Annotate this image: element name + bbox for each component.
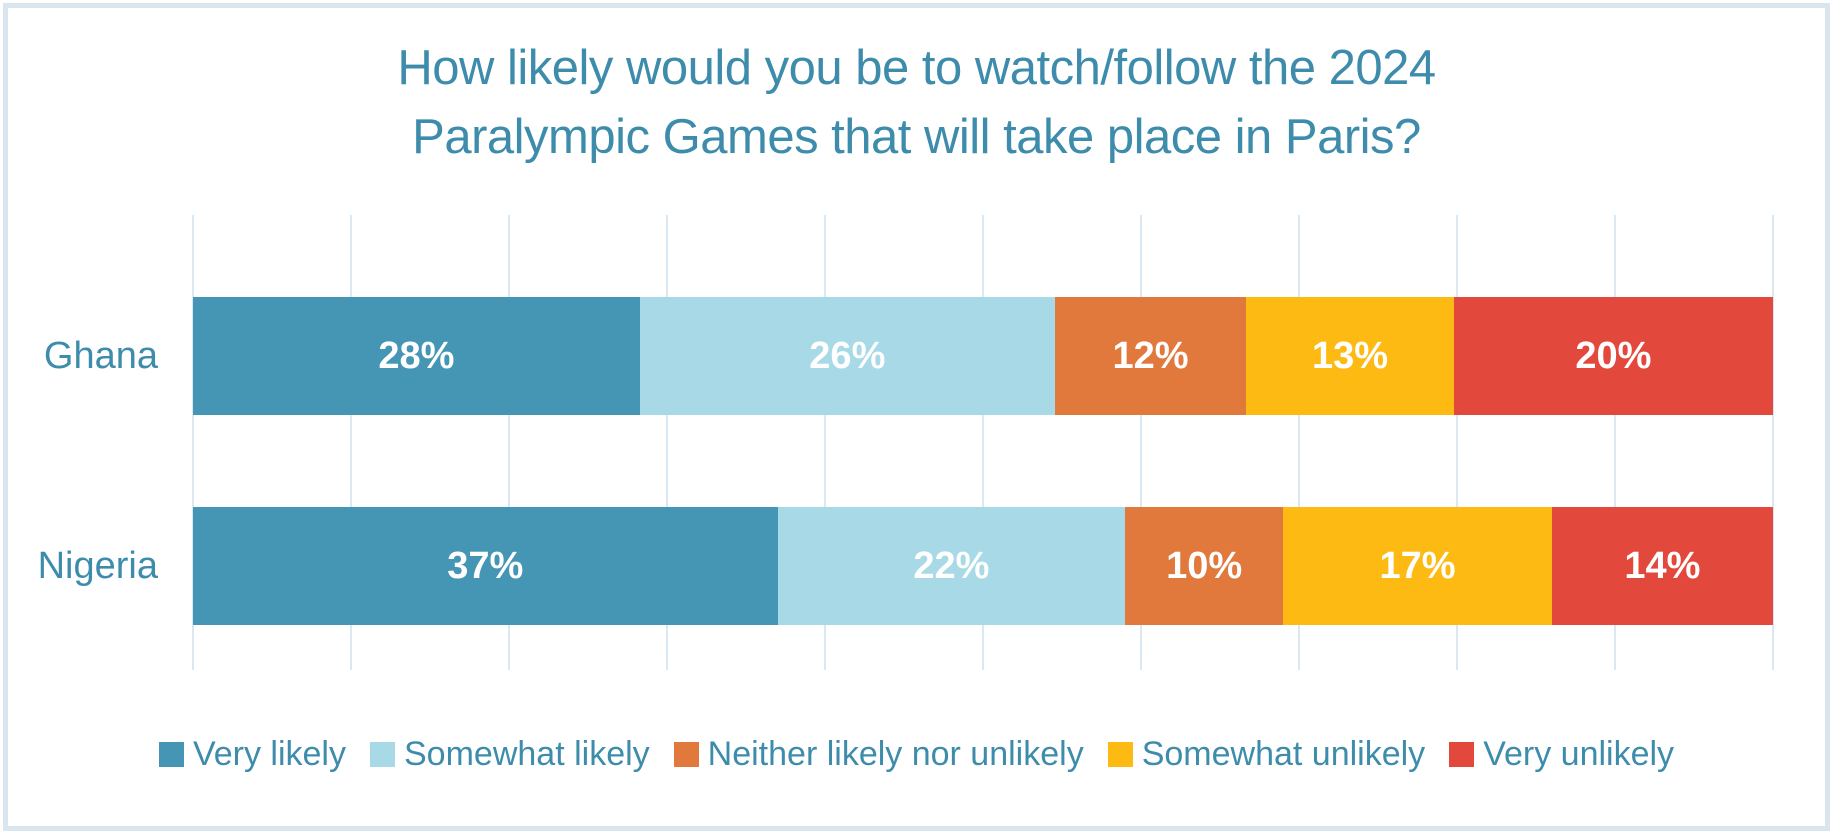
bar-segment-value-label: 17%: [1379, 544, 1456, 587]
gridline: [192, 215, 194, 670]
gridline: [1772, 215, 1774, 670]
gridline: [666, 215, 668, 670]
bar-segment: 20%: [1453, 297, 1773, 415]
bar-segment-value-label: 20%: [1575, 334, 1652, 377]
bar-segment-value-label: 12%: [1112, 334, 1189, 377]
category-label-nigeria: Nigeria: [37, 545, 158, 587]
legend-swatch: [370, 742, 395, 767]
bar-segment: 14%: [1551, 507, 1773, 625]
bar-segment-value-label: 26%: [809, 334, 886, 377]
chart-title-line-2: Paralympic Games that will take place in…: [412, 109, 1421, 164]
legend-item: Very likely: [158, 735, 346, 774]
bar-segment-value-label: 37%: [447, 544, 524, 587]
gridline: [508, 215, 510, 670]
legend-item: Somewhat unlikely: [1107, 735, 1426, 774]
legend-swatch: [158, 742, 184, 767]
category-label-ghana: Ghana: [43, 335, 158, 377]
plot-area: 28% 26% 12% 13% 20% 37% 22% 10% 17% 14%: [192, 215, 1774, 670]
legend-item: Somewhat likely: [370, 735, 650, 774]
bar-segment: 37%: [193, 507, 778, 625]
bar-segment-value-label: 10%: [1166, 544, 1243, 587]
legend: Very likely Somewhat likely Neither likely…: [0, 735, 1833, 774]
gridline: [1456, 215, 1458, 670]
bar-segment: 28%: [193, 297, 640, 415]
bar-segment: 10%: [1125, 507, 1284, 625]
chart-title: How likely would you be to watch/follow …: [0, 34, 1833, 171]
bar-segment: 22%: [777, 507, 1126, 625]
bar-segment: 13%: [1246, 297, 1454, 415]
legend-label: Very likely: [192, 735, 346, 773]
bar-segment-value-label: 28%: [378, 334, 455, 377]
gridline: [1614, 215, 1616, 670]
chart-title-line-1: How likely would you be to watch/follow …: [397, 41, 1436, 95]
legend-item: Neither likely nor unlikely: [673, 735, 1084, 774]
legend-swatch: [1449, 742, 1475, 767]
bar-segment-value-label: 14%: [1624, 544, 1701, 587]
legend-swatch: [673, 742, 699, 767]
bar-ghana: 28% 26% 12% 13% 20%: [193, 297, 1773, 415]
gridline: [1140, 215, 1142, 670]
bar-segment: 12%: [1054, 297, 1247, 415]
bar-segment: 26%: [639, 297, 1055, 415]
bar-segment-value-label: 22%: [913, 544, 990, 587]
gridline: [824, 215, 826, 670]
legend-label: Somewhat unlikely: [1141, 735, 1426, 773]
bar-segment-value-label: 13%: [1312, 334, 1389, 377]
legend-label: Somewhat likely: [404, 735, 650, 773]
legend-swatch: [1107, 742, 1133, 767]
legend-label: Neither likely nor unlikely: [707, 735, 1084, 773]
legend-label: Very unlikely: [1483, 735, 1675, 773]
bar-segment: 17%: [1283, 507, 1552, 625]
gridline: [1298, 215, 1300, 670]
gridline: [982, 215, 984, 670]
legend-item: Very unlikely: [1449, 735, 1674, 774]
bar-nigeria: 37% 22% 10% 17% 14%: [193, 507, 1773, 625]
gridline: [350, 215, 352, 670]
